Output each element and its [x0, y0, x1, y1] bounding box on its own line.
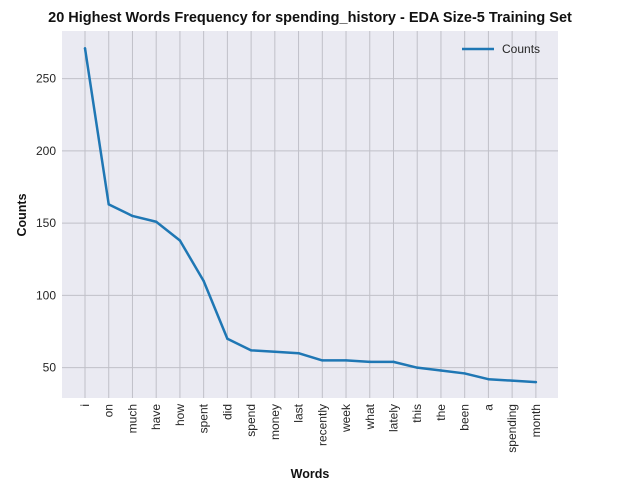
data-point	[154, 220, 158, 223]
x-tick-label: recently	[315, 404, 329, 446]
x-tick-label: what	[363, 403, 377, 430]
data-point	[439, 369, 443, 372]
x-tick-label: spend	[244, 404, 258, 437]
data-point	[487, 378, 490, 381]
x-tick-label: spending	[505, 404, 519, 453]
data-point	[273, 350, 277, 353]
data-point	[510, 379, 514, 382]
legend-label: Counts	[502, 42, 540, 56]
y-tick-label: 150	[36, 216, 56, 230]
data-point	[321, 359, 324, 362]
data-point	[534, 380, 538, 384]
x-tick-label: have	[149, 404, 163, 430]
data-point	[463, 372, 466, 375]
data-point	[368, 360, 371, 364]
x-tick-labels: i on much have how spent did spend money last rece…	[78, 403, 543, 453]
data-point	[83, 47, 87, 50]
data-point	[392, 360, 395, 364]
x-tick-label: lately	[386, 404, 400, 432]
x-tick-label: a	[481, 404, 495, 411]
legend: Counts	[462, 42, 540, 56]
x-tick-label: the	[434, 404, 448, 421]
x-tick-label: been	[458, 404, 472, 431]
data-point	[297, 352, 300, 355]
plot-area	[62, 31, 558, 398]
series-line	[83, 47, 538, 384]
chart-title: 20 Highest Words Frequency for spending_…	[48, 10, 572, 26]
grid-lines	[62, 31, 558, 398]
y-tick-label: 50	[43, 361, 57, 375]
y-axis-title: Counts	[15, 193, 29, 236]
x-tick-label: last	[292, 403, 306, 422]
x-tick-label: week	[339, 403, 353, 433]
series-lines	[83, 47, 538, 384]
x-tick-label: much	[125, 404, 139, 433]
data-point	[202, 279, 205, 283]
y-tick-label: 200	[36, 144, 56, 158]
x-tick-label: did	[220, 404, 234, 420]
data-point	[226, 337, 229, 340]
x-tick-label: money	[268, 404, 282, 440]
y-tick-label: 100	[36, 288, 56, 302]
x-tick-label: i	[78, 404, 92, 407]
x-tick-label: month	[529, 404, 543, 437]
data-point	[178, 239, 182, 242]
data-point	[416, 366, 419, 369]
x-tick-label: spent	[197, 403, 211, 433]
x-tick-label: this	[410, 404, 424, 423]
data-point	[107, 203, 110, 206]
x-axis-title: Words	[291, 467, 330, 481]
x-tick-label: how	[173, 404, 187, 426]
x-tick-label: on	[102, 404, 116, 417]
y-tick-label: 250	[36, 72, 56, 86]
data-point	[344, 359, 348, 362]
y-tick-labels: 50 100 150 200 250	[36, 72, 56, 375]
data-point	[131, 214, 134, 218]
data-point	[249, 349, 253, 352]
